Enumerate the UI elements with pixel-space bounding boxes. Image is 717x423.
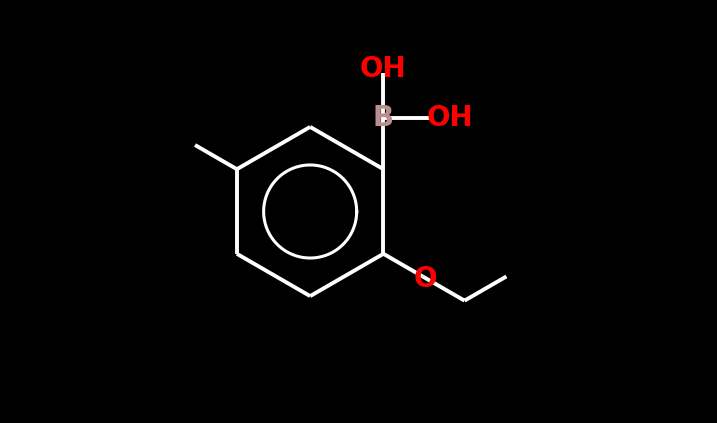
Text: B: B <box>373 104 394 132</box>
Text: OH: OH <box>360 55 407 83</box>
Text: OH: OH <box>427 104 473 132</box>
Text: O: O <box>414 266 437 294</box>
